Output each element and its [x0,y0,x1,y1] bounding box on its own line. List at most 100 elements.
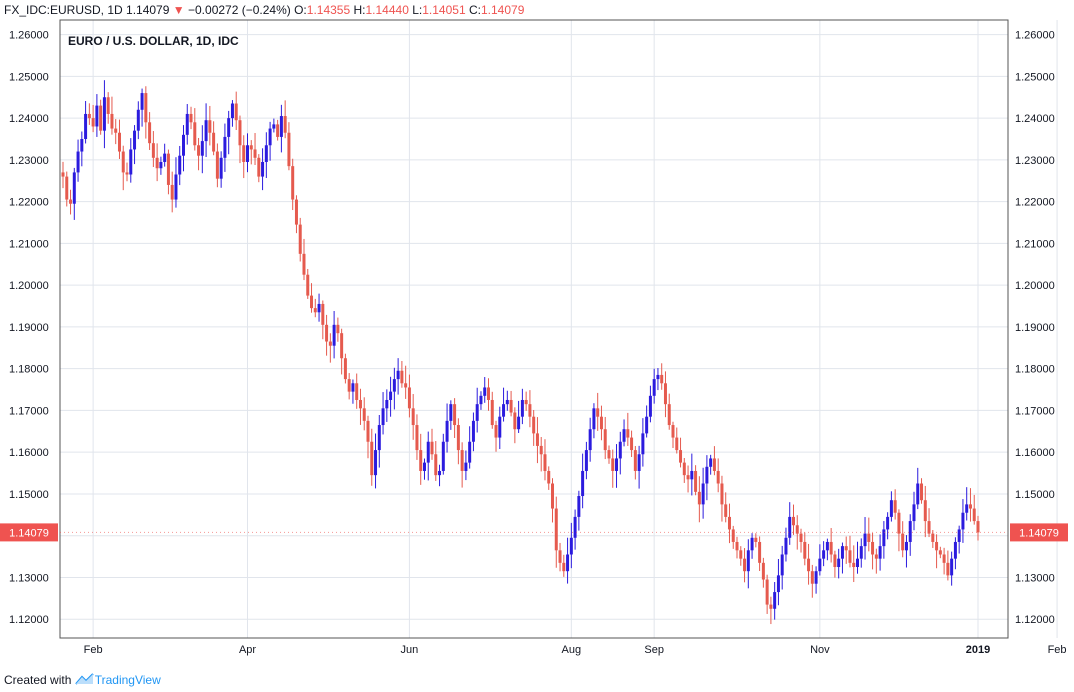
candle-body [588,429,592,451]
candle-body [822,550,826,559]
candle-body [871,541,875,555]
y-tick-left: 1.18000 [9,364,49,376]
y-tick-right: 1.18000 [1015,364,1055,376]
candle-body [731,529,735,542]
candle-body [957,529,961,542]
candle-body [325,324,329,342]
candle-body [223,136,227,158]
chart-header: FX_IDC:EURUSD, 1D 1.14079 ▼ −0.00272 (−0… [4,3,524,17]
candle-body [460,450,464,471]
candle-body [185,113,189,135]
candle-body [193,122,197,146]
tradingview-logo-icon[interactable] [74,673,95,688]
candle-body [91,118,95,127]
candle-body [411,408,415,426]
candle-body [471,420,475,442]
candle-body [200,141,204,156]
candle-body [234,103,238,121]
candle-body [908,521,912,542]
y-tick-right: 1.12000 [1015,614,1055,626]
candle-body [904,541,908,551]
x-axis[interactable]: Feb Apr Jun Aug Sep Nov 2019 Feb [84,644,1067,656]
open-value: 1.14355 [306,3,351,17]
candle-body [539,445,543,455]
candle-body [705,466,709,484]
candle-body [972,508,976,522]
candle-body [833,554,837,568]
candle-body [946,562,950,576]
last-price-badge-right [1010,523,1068,542]
candle-body [931,533,935,542]
candle-body [133,130,137,150]
candle-body [645,416,649,434]
x-tick-label: Apr [239,644,256,656]
candle-body [502,404,506,417]
y-tick-left: 1.26000 [9,30,49,42]
tradingview-brand[interactable]: TradingView [94,673,161,687]
candle-body [893,500,897,513]
candle-body [784,537,788,555]
candle-body [449,404,453,421]
candle-body [829,541,833,555]
candle-body [807,558,811,572]
candle-body [498,416,502,438]
candle-body [404,383,408,388]
candle-body [174,174,178,200]
x-tick-label: Sep [644,644,664,656]
candle-body [795,525,799,534]
y-axis-right[interactable]: 1.120001.130001.140001.150001.160001.170… [1015,30,1055,627]
candle-body [302,253,306,275]
candle-body [626,429,630,438]
candle-body [336,324,340,334]
candle-body [761,562,765,580]
candle-body [927,521,931,534]
candle-body [543,454,547,471]
y-tick-left: 1.12000 [9,614,49,626]
candle-body [385,399,389,409]
candle-body [976,521,980,533]
low-value: 1.14051 [422,3,466,17]
high-label: H: [353,3,366,17]
candle-body [294,199,298,225]
candle-body [667,404,671,426]
candle-body [716,470,720,484]
footer: Created with TradingView [4,673,161,688]
candle-body [844,546,848,551]
x-tick-label: 2019 [966,644,990,656]
candle-body [99,105,103,131]
candle-body [622,429,626,442]
candle-body [80,139,84,152]
y-tick-right: 1.17000 [1015,405,1055,417]
candle-body [72,172,76,204]
candle-body [253,149,257,158]
candle-body [332,324,336,346]
candle-body [968,504,972,509]
candle-body [660,374,664,384]
candle-body [65,176,69,200]
candle-body [212,132,216,152]
candle-body [878,546,882,559]
y-tick-right: 1.16000 [1015,447,1055,459]
candle-body [517,416,521,430]
candle-body [208,120,212,133]
y-tick-right: 1.20000 [1015,280,1055,292]
candle-body [377,425,381,451]
candle-body [144,93,148,123]
candle-body [773,592,777,609]
candle-body [615,458,619,471]
candle-body [656,374,660,380]
candle-body [148,122,152,144]
x-tick-label: Feb [1048,644,1067,656]
candle-body [362,408,366,421]
candle-body [562,562,566,572]
y-tick-left: 1.20000 [9,280,49,292]
candle-body [321,303,325,325]
candle-body [901,533,905,551]
candle-body [581,470,585,497]
candle-body [310,295,314,309]
candle-body [170,184,174,200]
candle-body [257,157,261,177]
candle-body [701,483,705,505]
y-tick-left: 1.17000 [9,405,49,417]
